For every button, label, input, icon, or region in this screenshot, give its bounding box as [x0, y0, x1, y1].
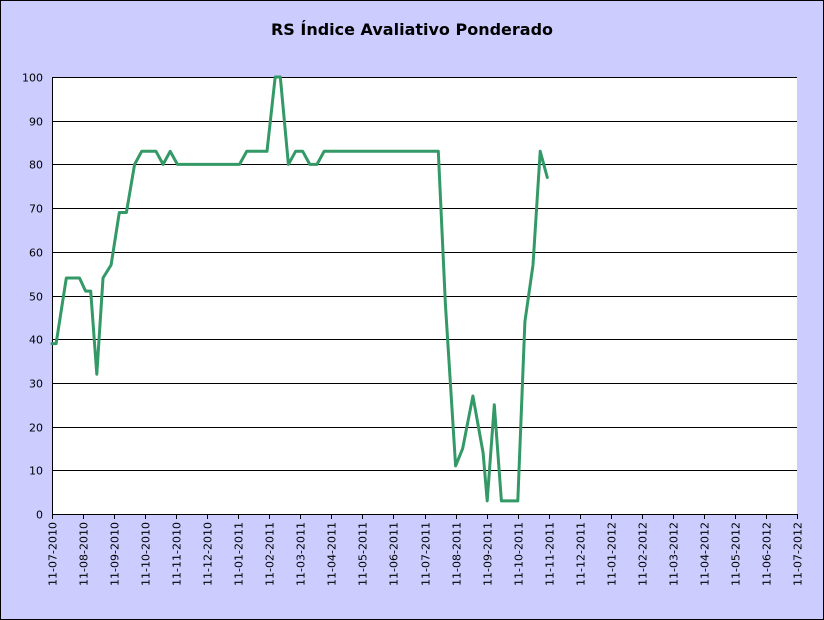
chart-title: RS Índice Avaliativo Ponderado — [270, 20, 554, 39]
x-tick-label: 11-08-2011 — [451, 522, 464, 586]
x-tick-label: 11-10-2011 — [513, 522, 526, 586]
x-tick-label: 11-10-2010 — [140, 522, 153, 586]
y-tick-label: 80 — [29, 159, 43, 172]
x-tick-label: 11-04-2011 — [326, 522, 339, 586]
x-tick-label: 11-12-2011 — [575, 522, 588, 586]
y-tick-label: 50 — [29, 291, 43, 304]
y-tick-label: 70 — [29, 203, 43, 216]
plot-area — [52, 77, 797, 514]
x-tick-label: 11-01-2012 — [606, 522, 619, 586]
x-tick-label: 11-09-2010 — [109, 522, 122, 586]
x-tick-label: 11-11-2010 — [171, 522, 184, 586]
x-tick-labels: 11-07-2010 11-08-2010 11-09-2010 11-10-2010… — [47, 522, 805, 586]
y-tick-label: 10 — [29, 465, 43, 478]
y-tick-label: 90 — [29, 116, 43, 129]
x-tick-label: 11-05-2012 — [730, 522, 743, 586]
x-tick-label: 11-12-2010 — [202, 522, 215, 586]
x-tick-label: 11-08-2010 — [78, 522, 91, 586]
y-tick-label: 100 — [22, 72, 43, 85]
y-tick-label: 0 — [36, 509, 43, 522]
y-tick-label: 30 — [29, 378, 43, 391]
x-tick-label: 11-07-2012 — [792, 522, 805, 586]
x-tick-label: 11-02-2011 — [264, 522, 277, 586]
axes — [52, 77, 798, 519]
y-tick-labels: 0 10 20 30 40 50 60 70 80 90 100 — [22, 72, 43, 522]
x-tick-label: 11-03-2011 — [295, 522, 308, 586]
y-tick-label: 60 — [29, 247, 43, 260]
x-tick-label: 11-06-2011 — [388, 522, 401, 586]
x-tick-label: 11-09-2011 — [482, 522, 495, 586]
x-tick-label: 11-04-2012 — [699, 522, 712, 586]
x-tick-label: 11-05-2011 — [357, 522, 370, 586]
x-tick-label: 11-01-2011 — [233, 522, 246, 586]
y-tick-label: 20 — [29, 422, 43, 435]
x-tick-label: 11-03-2012 — [668, 522, 681, 586]
x-tick-label: 11-11-2011 — [544, 522, 557, 586]
x-tick-label: 11-06-2012 — [761, 522, 774, 586]
series-layer — [50, 75, 549, 503]
series-line — [50, 75, 549, 503]
y-tick-label: 40 — [29, 334, 43, 347]
x-tick-label: 11-02-2012 — [637, 522, 650, 586]
x-tick-label: 11-07-2011 — [420, 522, 433, 586]
x-tick-label: 11-07-2010 — [47, 522, 60, 586]
